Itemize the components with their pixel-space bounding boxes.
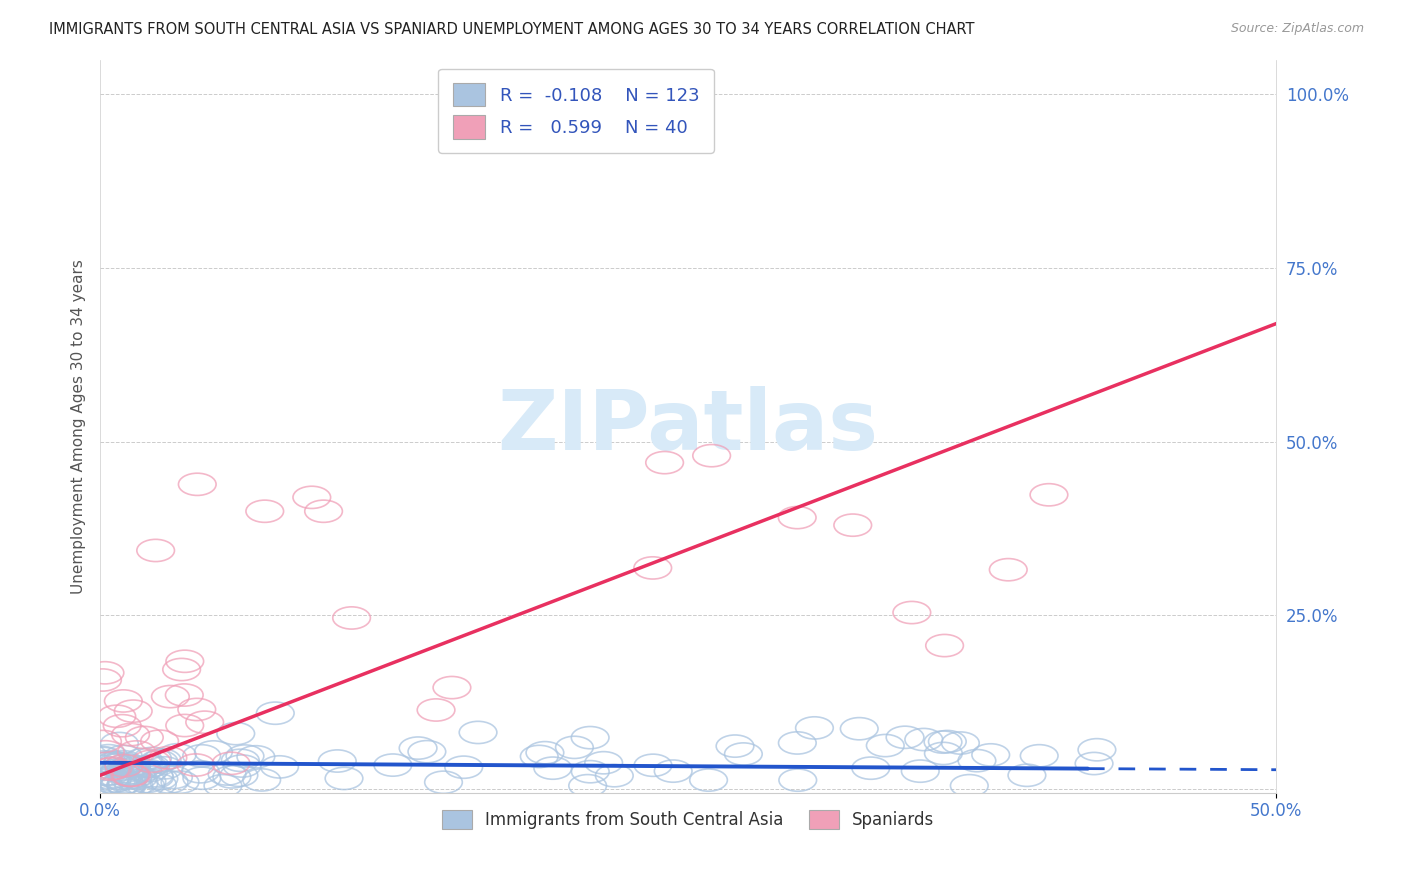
Text: IMMIGRANTS FROM SOUTH CENTRAL ASIA VS SPANIARD UNEMPLOYMENT AMONG AGES 30 TO 34 : IMMIGRANTS FROM SOUTH CENTRAL ASIA VS SP…	[49, 22, 974, 37]
Text: Source: ZipAtlas.com: Source: ZipAtlas.com	[1230, 22, 1364, 36]
Y-axis label: Unemployment Among Ages 30 to 34 years: Unemployment Among Ages 30 to 34 years	[72, 259, 86, 593]
Text: ZIPatlas: ZIPatlas	[498, 385, 879, 467]
Legend: Immigrants from South Central Asia, Spaniards: Immigrants from South Central Asia, Span…	[436, 803, 941, 836]
